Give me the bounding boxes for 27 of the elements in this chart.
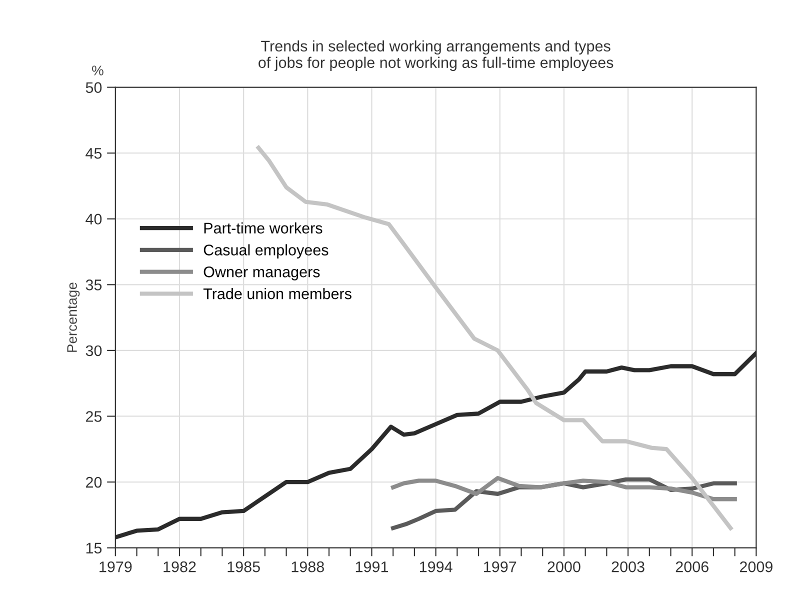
legend-label: Part-time workers (204, 222, 322, 234)
y-tick-label: 45 (86, 148, 102, 159)
y-axis-title: Percentage (67, 282, 80, 352)
y-tick-label: 15 (86, 542, 102, 554)
text: % (92, 66, 104, 76)
x-tick-label: 1979 (100, 561, 132, 572)
y-tick-label: 35 (86, 280, 102, 290)
x-tick-label: 1994 (420, 561, 452, 572)
legend-label: Casual employees (204, 244, 328, 258)
x-tick-label: 2003 (612, 561, 644, 572)
legend-label: Trade union members (203, 288, 352, 300)
x-tick-label: 1982 (164, 561, 196, 572)
x-tick-label: 2009 (740, 561, 772, 572)
y-tick-label: 25 (86, 411, 102, 422)
legend-label: Owner managers (204, 266, 320, 280)
x-tick-label: 1991 (356, 561, 388, 572)
y-tick-label: 40 (86, 214, 102, 225)
line-series (391, 476, 737, 502)
y-tick-label: 50 (86, 82, 102, 93)
chart-title: Trends in selected working arrangements and types of jobs for people not working as full-time employees (258, 40, 614, 72)
x-tick-label: 2006 (676, 561, 708, 572)
x-tick-label: 1988 (292, 561, 324, 572)
x-tick-label: 1997 (484, 561, 516, 572)
x-tick-label: 1985 (228, 561, 260, 572)
x-tick-label: 2000 (548, 561, 580, 572)
y-tick-label: 20 (86, 476, 102, 488)
y-tick-label: 30 (86, 345, 102, 356)
